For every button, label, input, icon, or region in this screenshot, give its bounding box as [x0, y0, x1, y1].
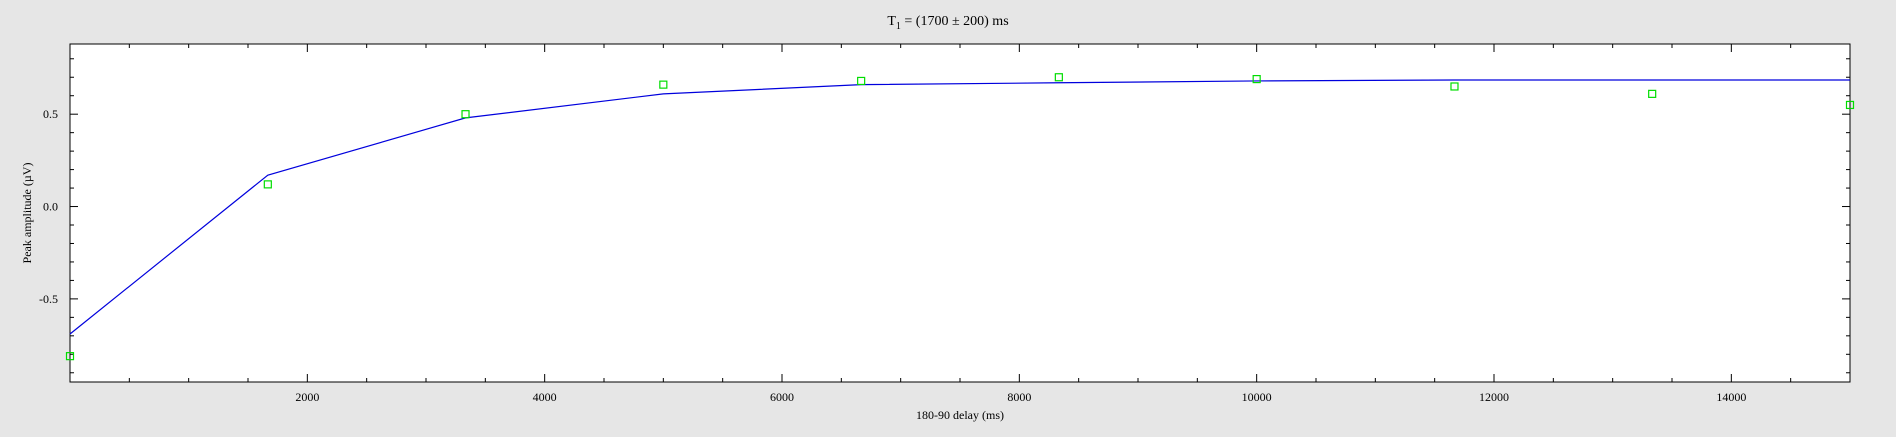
data-point [1845, 100, 1855, 110]
y-tick-label: 0.5 [43, 107, 58, 121]
x-axis-label: 180-90 delay (ms) [916, 408, 1004, 422]
y-tick-label: 0.0 [43, 200, 58, 214]
fit-series [69, 79, 1850, 335]
x-tick-label: 8000 [1007, 390, 1031, 404]
x-tick-label: 12000 [1479, 390, 1509, 404]
y-axis-label: Peak amplitude (µV) [20, 163, 34, 264]
data-point [1648, 89, 1657, 98]
axis-ticks [70, 44, 1850, 382]
x-tick-label: 4000 [533, 390, 557, 404]
data-point [65, 352, 75, 361]
data-point [461, 110, 470, 119]
x-tick-label: 6000 [770, 390, 794, 404]
data-point [263, 180, 272, 189]
data-point [1252, 74, 1261, 84]
data-point [1450, 82, 1459, 91]
plot-area [69, 43, 1851, 383]
data-points [65, 73, 1855, 361]
x-tick-label: 2000 [295, 390, 319, 404]
data-point [659, 80, 668, 89]
y-tick-label: -0.5 [39, 292, 58, 306]
tick-labels: 2000 4000 6000 8000 10000 12000 14000 -0.5 0.0 0.… [39, 107, 1746, 404]
x-tick-label: 10000 [1242, 390, 1272, 404]
x-tick-label: 14000 [1716, 390, 1746, 404]
chart-title: T1 = (1700 ± 200) ms [887, 14, 1008, 32]
fit-line [69, 79, 1850, 335]
data-point [857, 76, 866, 86]
data-point [1054, 73, 1063, 82]
